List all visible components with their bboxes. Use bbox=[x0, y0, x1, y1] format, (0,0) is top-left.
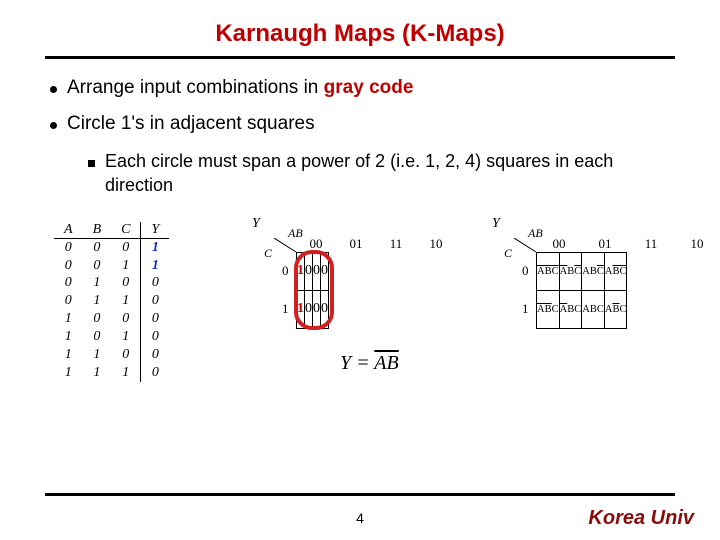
bullet-dot bbox=[50, 122, 57, 129]
table-row: 0100 bbox=[54, 274, 169, 292]
brand-label: Korea Univ bbox=[588, 507, 694, 530]
cell: ABC bbox=[582, 252, 605, 290]
divider-bottom bbox=[45, 493, 675, 496]
kmap2-y-label: Y bbox=[492, 216, 500, 232]
table-row: 0110 bbox=[54, 292, 169, 310]
cell: ABC bbox=[559, 290, 582, 328]
table-row: 1000 bbox=[54, 310, 169, 328]
kmap2-row-labels: 0 1 bbox=[522, 252, 529, 328]
cell: ABC bbox=[604, 252, 627, 290]
content-area: Arrange input combinations in gray code … bbox=[0, 77, 720, 412]
bullet-1: Arrange input combinations in gray code bbox=[50, 77, 670, 99]
figures-row: A B C Y 0001 0011 0100 0110 1000 1010 11… bbox=[50, 212, 670, 412]
table-row: 1010 bbox=[54, 328, 169, 346]
divider-top bbox=[45, 56, 675, 59]
truth-table: A B C Y 0001 0011 0100 0110 1000 1010 11… bbox=[54, 222, 169, 382]
cell: ABC bbox=[537, 252, 560, 290]
result-equation: Y = AB bbox=[340, 352, 399, 375]
kmap2-col-labels: 00 01 11 10 bbox=[536, 236, 720, 252]
kmap-col-labels: 00 01 11 10 bbox=[296, 236, 456, 252]
cell: ABC bbox=[582, 290, 605, 328]
kmap-y-label: Y bbox=[252, 216, 260, 232]
th-C: C bbox=[111, 222, 141, 239]
cell: ABC bbox=[604, 290, 627, 328]
bullet-square bbox=[88, 160, 95, 167]
bullet-2-sub: Each circle must span a power of 2 (i.e.… bbox=[88, 149, 670, 198]
bullet-2-sub-text: Each circle must span a power of 2 (i.e.… bbox=[105, 149, 670, 198]
kmap-row-labels: 0 1 bbox=[282, 252, 289, 328]
kmap-row-var: C bbox=[264, 246, 272, 261]
kmap2-row-var: C bbox=[504, 246, 512, 261]
table-row: 1110 bbox=[54, 364, 169, 382]
bullet-2: Circle 1's in adjacent squares bbox=[50, 113, 670, 135]
th-Y: Y bbox=[141, 222, 169, 239]
kmap2-grid: ABC ABC ABC ABC ABC ABC ABC ABC bbox=[536, 252, 627, 329]
kmap-grid: 1 0 0 0 1 0 0 0 bbox=[296, 252, 329, 329]
table-row: 0011 bbox=[54, 257, 169, 275]
table-header-row: A B C Y bbox=[54, 222, 169, 239]
cell: ABC bbox=[537, 290, 560, 328]
bullet-1-text-a: Arrange input combinations in bbox=[67, 77, 324, 98]
bullet-dot bbox=[50, 86, 57, 93]
slide-title: Karnaugh Maps (K-Maps) bbox=[0, 0, 720, 56]
title-text: Karnaugh Maps (K-Maps) bbox=[215, 20, 504, 47]
bullet-2-text: Circle 1's in adjacent squares bbox=[67, 113, 315, 135]
th-B: B bbox=[83, 222, 112, 239]
table-row: 0001 bbox=[54, 238, 169, 256]
table-row: 1100 bbox=[54, 346, 169, 364]
bullet-1-emph: gray code bbox=[324, 77, 414, 98]
cell: ABC bbox=[559, 252, 582, 290]
th-A: A bbox=[54, 222, 83, 239]
